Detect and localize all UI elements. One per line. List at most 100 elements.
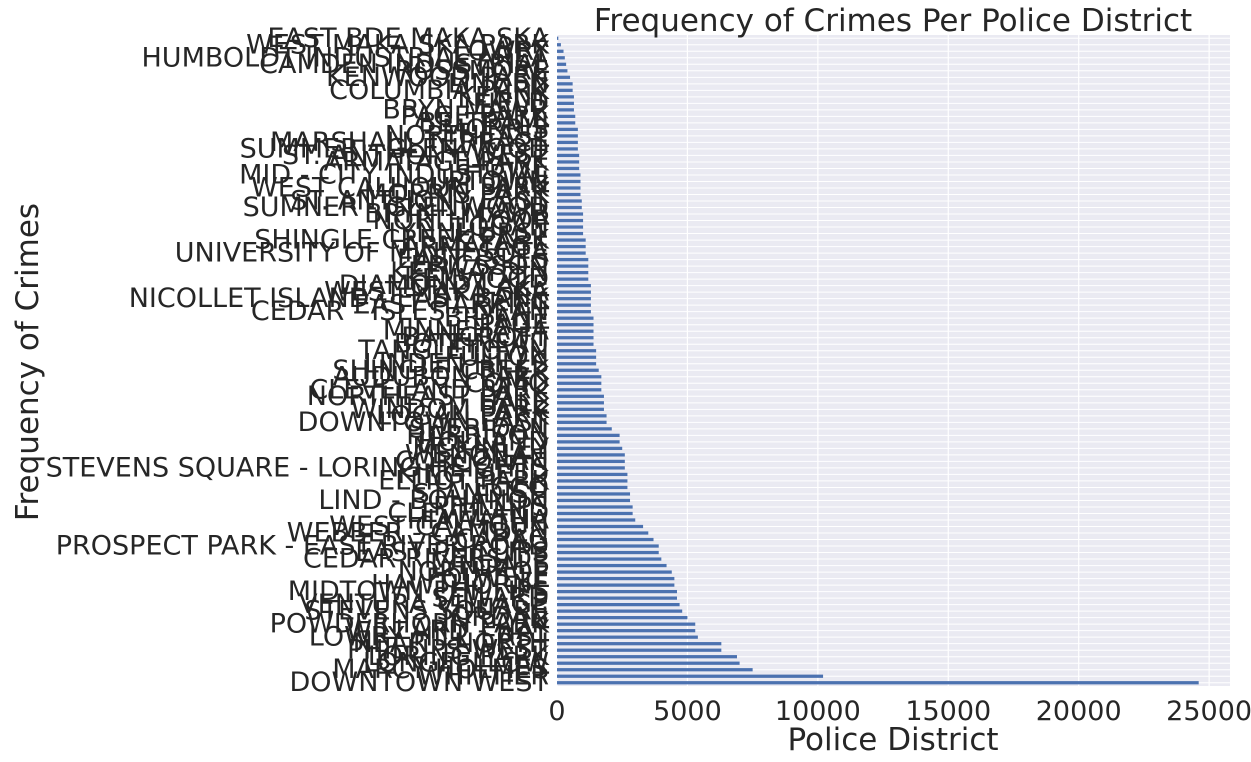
bar [557, 408, 604, 411]
bar [557, 82, 573, 85]
bar [557, 629, 695, 632]
y-axis-label: Frequency of Crimes [10, 203, 46, 521]
bar [557, 310, 591, 313]
bar [557, 649, 721, 652]
bar [557, 531, 648, 534]
bar [557, 434, 620, 437]
bar [557, 271, 588, 274]
bar [557, 245, 586, 248]
x-axis-label: Police District [787, 722, 998, 758]
bar [557, 479, 627, 482]
bar [557, 590, 677, 593]
bar [557, 219, 583, 222]
bar [557, 95, 574, 98]
x-tick-label: 5000 [653, 696, 722, 727]
bar [557, 56, 565, 59]
y-axis-category-labels: DOWNTOWN WESTWHITTIERMARCY HOLMESLONGFEL… [46, 23, 551, 698]
bar [557, 596, 677, 599]
bar [557, 128, 578, 131]
bar [557, 212, 583, 215]
bar [557, 570, 672, 573]
bar [557, 603, 680, 606]
bar [557, 43, 561, 46]
bar [557, 369, 599, 372]
bar [557, 277, 588, 280]
bar [557, 427, 612, 430]
bar [557, 336, 594, 339]
bar [557, 636, 698, 639]
bar [557, 323, 594, 326]
bar [557, 297, 591, 300]
bar [557, 284, 591, 287]
bar [557, 264, 588, 267]
bar [557, 89, 573, 92]
bar [557, 538, 654, 541]
bar [557, 675, 823, 678]
bar [557, 349, 596, 352]
bar [557, 147, 578, 150]
bar [557, 681, 1199, 684]
bar [557, 525, 643, 528]
bar [557, 141, 578, 144]
bar [557, 395, 604, 398]
bar [557, 291, 591, 294]
bar [557, 518, 635, 521]
bar [557, 304, 591, 307]
bar [557, 76, 570, 79]
bar [557, 362, 596, 365]
bar [557, 505, 633, 508]
bar [557, 375, 601, 378]
bar [557, 512, 633, 515]
bar [557, 551, 659, 554]
bar [557, 466, 625, 469]
bar [557, 121, 575, 124]
bar [557, 180, 580, 183]
bar [557, 401, 604, 404]
bar [557, 115, 575, 118]
bar [557, 616, 687, 619]
bar [557, 473, 627, 476]
y-tick-label: EAST BDE MAKA SKA [267, 23, 549, 54]
x-tick-label: 25000 [1166, 696, 1251, 727]
bar [557, 173, 580, 176]
bar [557, 499, 630, 502]
bar [557, 238, 586, 241]
bar [557, 199, 582, 202]
bar [557, 343, 594, 346]
bar [557, 330, 594, 333]
bar [557, 186, 580, 189]
bar [557, 388, 601, 391]
plot-area [557, 35, 1230, 686]
x-tick-label: 20000 [1036, 696, 1122, 727]
bar [557, 583, 674, 586]
bar [557, 225, 583, 228]
bar [557, 453, 625, 456]
bar [557, 421, 607, 424]
x-tick-label: 0 [548, 696, 565, 727]
bar [557, 447, 622, 450]
bar [557, 668, 753, 671]
bar [557, 50, 564, 53]
bar [557, 69, 567, 72]
bar [557, 317, 594, 320]
bar [557, 623, 695, 626]
bar [557, 557, 661, 560]
bar [557, 102, 574, 105]
bar [557, 382, 601, 385]
bar [557, 544, 659, 547]
bar [557, 108, 574, 111]
bar [557, 63, 566, 66]
bar [557, 564, 667, 567]
bar [557, 160, 579, 163]
bar [557, 440, 620, 443]
bar [557, 492, 630, 495]
bar [557, 37, 558, 40]
bar [557, 251, 586, 254]
bar [557, 655, 737, 658]
bar [557, 193, 580, 196]
bar [557, 642, 721, 645]
bar [557, 206, 582, 209]
bar [557, 486, 627, 489]
bar [557, 232, 583, 235]
bar [557, 662, 740, 665]
